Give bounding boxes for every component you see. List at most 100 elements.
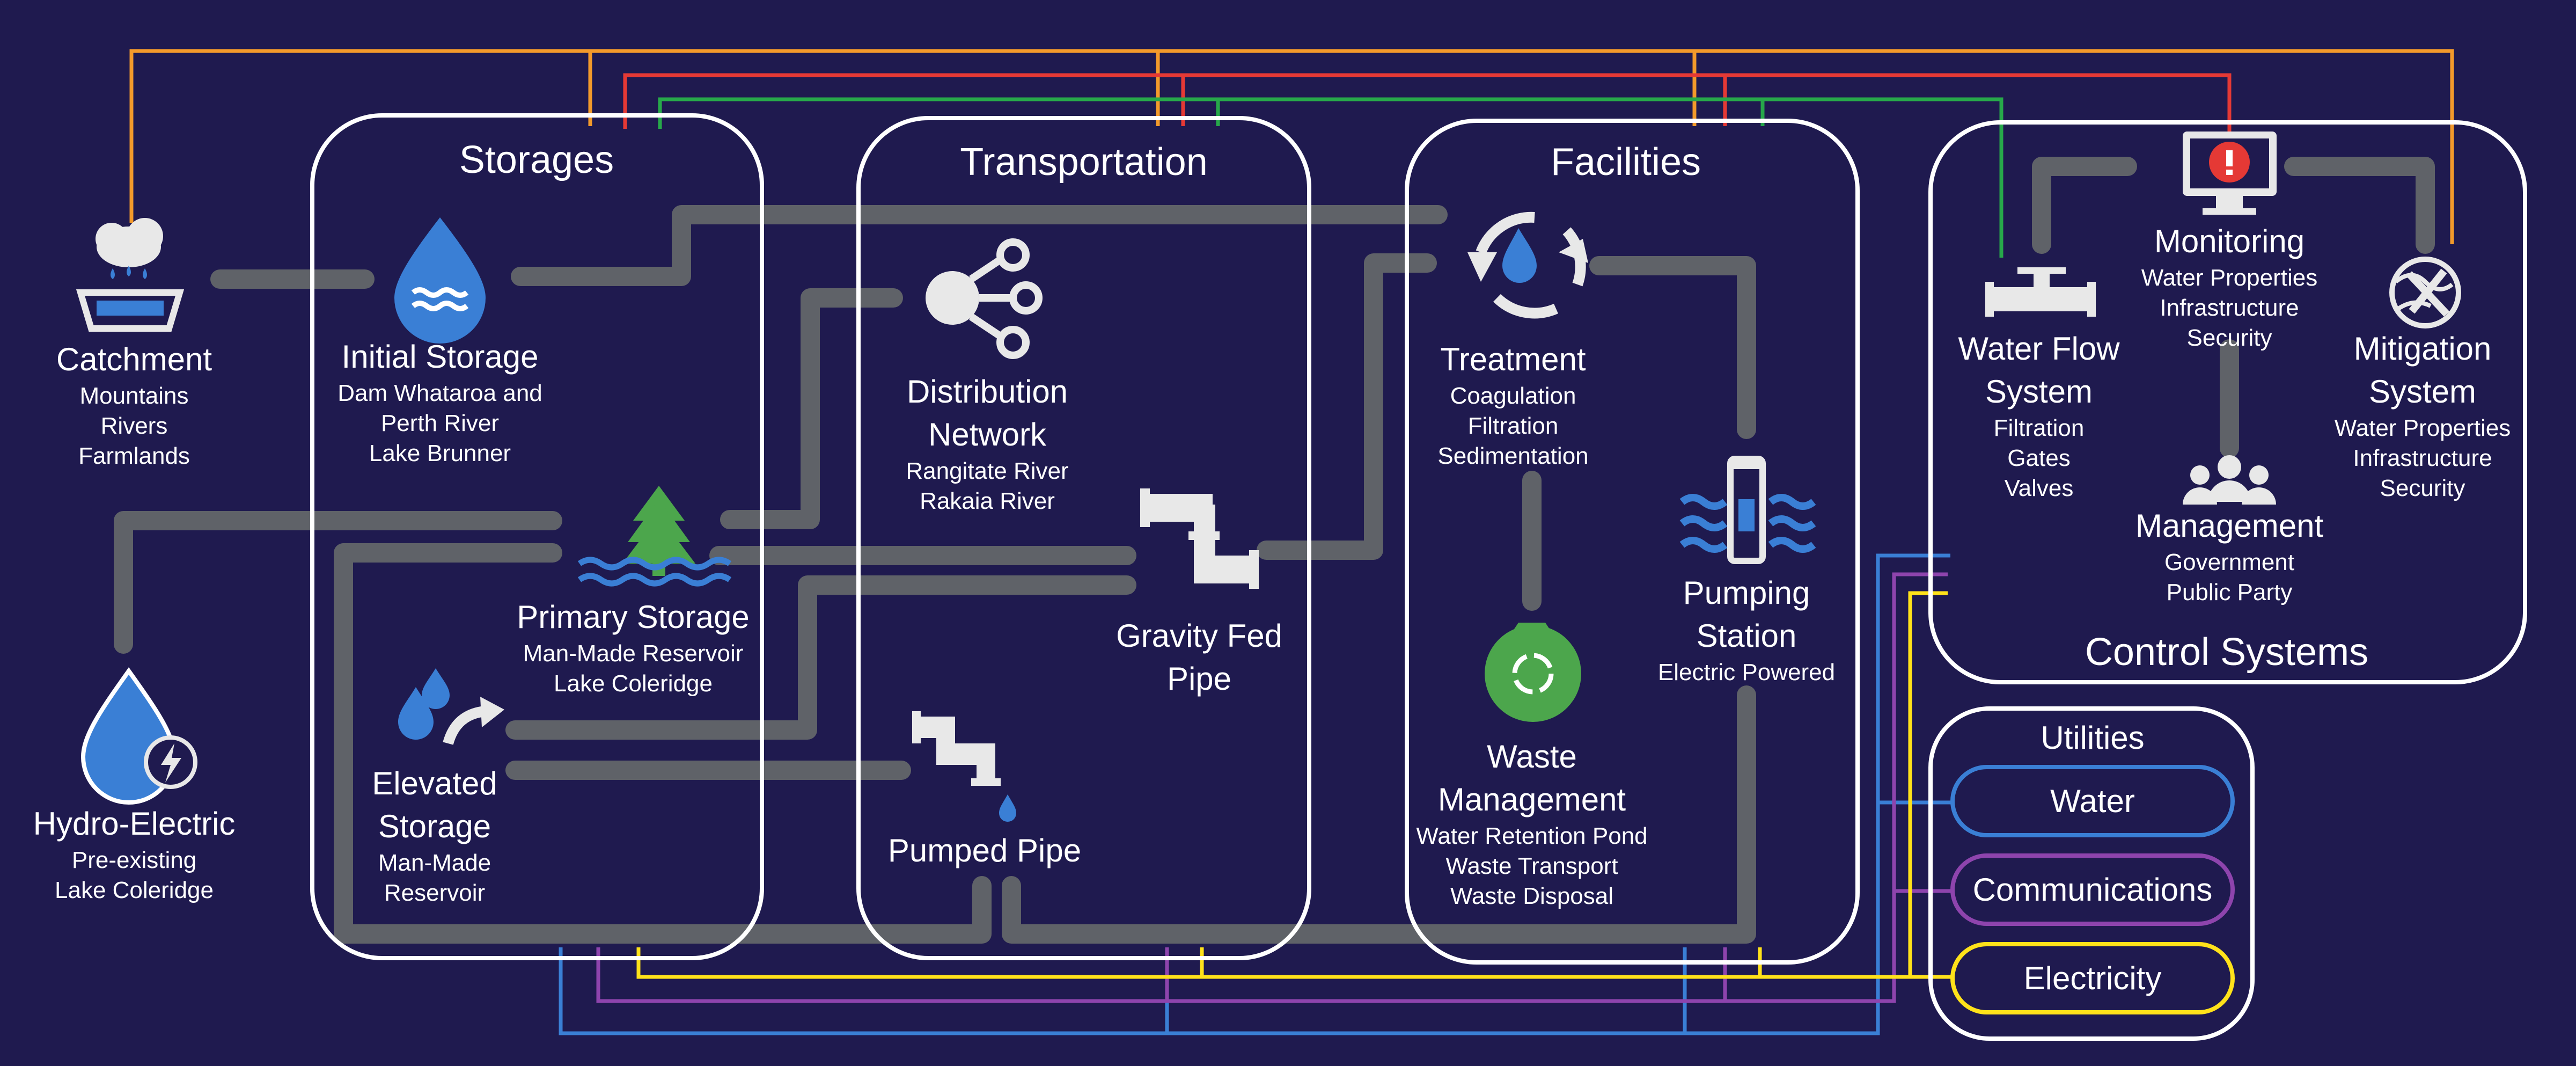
control-lines bbox=[129, 49, 2454, 1035]
initial-storage-line: Perth River bbox=[380, 410, 500, 436]
elevated-storage-title: Storage bbox=[378, 808, 491, 844]
network-node-icon bbox=[926, 238, 1043, 359]
pipe-monitoring-mitigation bbox=[2284, 157, 2435, 254]
waste-management-title: Waste bbox=[1487, 739, 1577, 775]
catchment-line: Rivers bbox=[100, 413, 168, 439]
elevated-storage-title: Elevated bbox=[372, 765, 497, 801]
pipe-treatment-pumping bbox=[1589, 256, 1756, 439]
utility-water: Water bbox=[1950, 765, 2235, 837]
hydro-electric-title: Hydro-Electric bbox=[33, 806, 236, 842]
pumping-station-title: Station bbox=[1696, 618, 1797, 654]
water-flow-system-title: Water Flow bbox=[1958, 331, 2120, 367]
initial-storage-line: Lake Brunner bbox=[369, 440, 511, 466]
pipe-primary-loop bbox=[334, 543, 992, 944]
transportation-box bbox=[856, 116, 1311, 960]
catchment-label: Catchment Mountains Rivers Farmlands bbox=[27, 338, 241, 471]
pipe-pumped-pumping bbox=[1002, 685, 1756, 944]
water-drop-icon bbox=[394, 217, 486, 344]
monitor-alert-icon bbox=[2183, 132, 2277, 215]
storages-title: Storages bbox=[459, 138, 614, 181]
treatment-title: Treatment bbox=[1440, 341, 1586, 377]
monitoring-line: Water Properties bbox=[2141, 265, 2318, 291]
pumped-pipe-icon bbox=[912, 711, 1016, 822]
pipe-primary-distribution bbox=[720, 288, 903, 529]
gravity-fed-pipe-title: Gravity Fed bbox=[1115, 618, 1283, 654]
electricity-utility-line bbox=[636, 591, 1953, 979]
monitoring-line: Security bbox=[2186, 325, 2272, 351]
valve-pipe-icon bbox=[1985, 267, 2096, 317]
rain-basin-icon bbox=[76, 218, 185, 332]
hydro-electric-line: Lake Coleridge bbox=[55, 877, 214, 903]
pipe-hydro-primary bbox=[114, 511, 562, 654]
management-line: Public Party bbox=[2166, 579, 2293, 605]
orange-control-line bbox=[129, 49, 2454, 244]
initial-storage-title: Initial Storage bbox=[341, 339, 539, 375]
water-flow-system-line: Gates bbox=[2007, 445, 2071, 471]
storages-box bbox=[310, 113, 764, 960]
utility-electricity: Electricity bbox=[1950, 942, 2235, 1014]
pipes bbox=[114, 157, 2435, 944]
recycle-drop-icon bbox=[1467, 211, 1588, 319]
management-label: Management Government Public Party bbox=[2119, 505, 2339, 608]
water-flow-system-label: Water Flow System Filtration Gates Valve… bbox=[1932, 327, 2146, 503]
catchment-title: Catchment bbox=[56, 341, 212, 377]
distribution-network-line: Rangitate River bbox=[906, 458, 1069, 484]
elevated-storage-line: Man-Made bbox=[378, 850, 491, 876]
distribution-network-label: Distribution Network Rangitate River Rak… bbox=[858, 370, 1116, 516]
transportation-title: Transportation bbox=[960, 141, 1208, 184]
primary-storage-line: Man-Made Reservoir bbox=[523, 640, 744, 667]
initial-storage-line: Dam Whataroa and bbox=[337, 380, 542, 406]
hydro-electric-label: Hydro-Electric Pre-existing Lake Colerid… bbox=[16, 802, 252, 906]
communications-utility-line bbox=[596, 572, 1953, 1003]
elbow-pipe-icon bbox=[1140, 488, 1259, 589]
elevated-storage-label: Elevated Storage Man-Made Reservoir bbox=[338, 762, 531, 908]
treatment-line: Filtration bbox=[1467, 413, 1559, 439]
distribution-network-title: Distribution bbox=[906, 374, 1068, 410]
group-boxes bbox=[310, 113, 2527, 1041]
control-systems-box bbox=[1928, 120, 2527, 684]
pipe-monitoring-waterflow bbox=[2032, 157, 2137, 254]
primary-storage-line: Lake Coleridge bbox=[554, 670, 713, 697]
globe-tools-icon bbox=[2389, 257, 2461, 328]
pumping-station-title: Pumping bbox=[1683, 575, 1810, 611]
primary-storage-title: Primary Storage bbox=[517, 599, 750, 635]
drops-up-arrow-icon bbox=[398, 668, 504, 745]
mitigation-system-line: Water Properties bbox=[2334, 415, 2511, 441]
pipe-initial-treatment bbox=[511, 205, 1448, 286]
facilities-title: Facilities bbox=[1550, 141, 1701, 184]
mitigation-system-title: Mitigation bbox=[2353, 331, 2492, 367]
pumped-pipe-title: Pumped Pipe bbox=[887, 833, 1082, 868]
people-icon bbox=[2183, 455, 2276, 505]
management-line: Government bbox=[2164, 549, 2295, 575]
hydro-electric-line: Pre-existing bbox=[71, 847, 197, 873]
pumping-station-line: Electric Powered bbox=[1657, 659, 1836, 685]
hydro-drop-bolt-icon bbox=[80, 667, 197, 805]
tree-icon bbox=[577, 486, 732, 587]
pump-tower-icon bbox=[1679, 456, 1816, 564]
management-title: Management bbox=[2135, 508, 2324, 544]
utilities-title: Utilities bbox=[2041, 720, 2145, 756]
mitigation-system-title: System bbox=[2368, 374, 2477, 410]
gravity-fed-pipe-label: Gravity Fed Pipe bbox=[1095, 615, 1304, 700]
elevated-storage-line: Reservoir bbox=[384, 880, 486, 906]
water-flow-system-line: Filtration bbox=[1993, 415, 2085, 441]
control-systems-title: Control Systems bbox=[2085, 631, 2369, 674]
pipe-gravity-treatment bbox=[1257, 253, 1437, 560]
treatment-label: Treatment Coagulation Filtration Sedimen… bbox=[1406, 338, 1620, 471]
treatment-line: Coagulation bbox=[1450, 383, 1576, 409]
waste-management-line: Water Retention Pond bbox=[1416, 823, 1648, 849]
distribution-network-line: Rakaia River bbox=[920, 488, 1055, 514]
pumped-pipe-label: Pumped Pipe bbox=[858, 829, 1111, 872]
facilities-box bbox=[1405, 119, 1860, 965]
waste-management-line: Waste Disposal bbox=[1450, 883, 1614, 909]
pumping-station-label: Pumping Station Electric Powered bbox=[1642, 572, 1851, 688]
waste-management-line: Waste Transport bbox=[1445, 853, 1618, 879]
mitigation-system-line: Infrastructure bbox=[2353, 445, 2492, 471]
gravity-fed-pipe-title: Pipe bbox=[1166, 661, 1232, 697]
mitigation-system-label: Mitigation System Water Properties Infra… bbox=[2323, 327, 2522, 503]
distribution-network-title: Network bbox=[928, 417, 1047, 452]
initial-storage-label: Initial Storage Dam Whataroa and Perth R… bbox=[300, 335, 579, 469]
waste-management-title: Management bbox=[1437, 782, 1626, 817]
